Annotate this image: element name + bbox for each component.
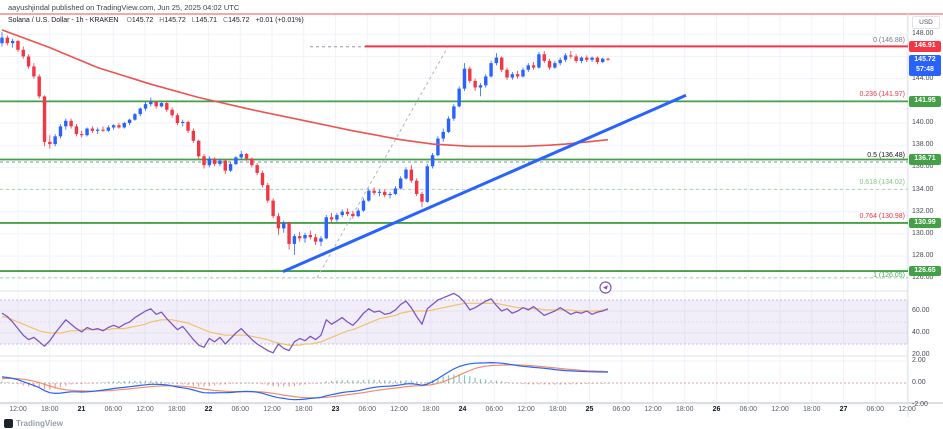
tradingview-logo[interactable]: TradingView	[4, 419, 63, 428]
publish-watermark: aayushjindal published on TradingView.co…	[8, 3, 240, 12]
symbol-legend: Solana / U.S. Dollar - 1h - KRAKEN O145.…	[8, 17, 304, 24]
change-value: +0.01 (+0.01%)	[255, 17, 304, 24]
symbol-title[interactable]: Solana / U.S. Dollar - 1h - KRAKEN	[8, 17, 119, 24]
rsi-pane	[1, 292, 609, 354]
high-value: 145.72	[164, 17, 186, 24]
sma-red-line	[1, 29, 609, 148]
close-value: 145.72	[228, 17, 250, 24]
tradingview-logo-text: TradingView	[16, 419, 63, 428]
tradingview-logo-icon	[4, 419, 13, 428]
replay-cursor-icon[interactable]	[598, 280, 613, 295]
open-label: O	[126, 17, 132, 24]
close-label: C	[223, 17, 229, 24]
currency-unit-label[interactable]: USD	[912, 16, 940, 29]
high-label: H	[159, 17, 165, 24]
candlestick-series	[0, 32, 610, 255]
low-value: 145.71	[195, 17, 218, 24]
price-levels	[0, 45, 908, 279]
open-value: 145.72	[131, 17, 154, 24]
rsi-band	[0, 299, 908, 345]
trendline-blue	[282, 93, 687, 274]
pane-separators	[0, 13, 943, 417]
macd-pane	[0, 362, 908, 401]
grid	[0, 14, 908, 406]
low-label: L	[191, 17, 196, 24]
